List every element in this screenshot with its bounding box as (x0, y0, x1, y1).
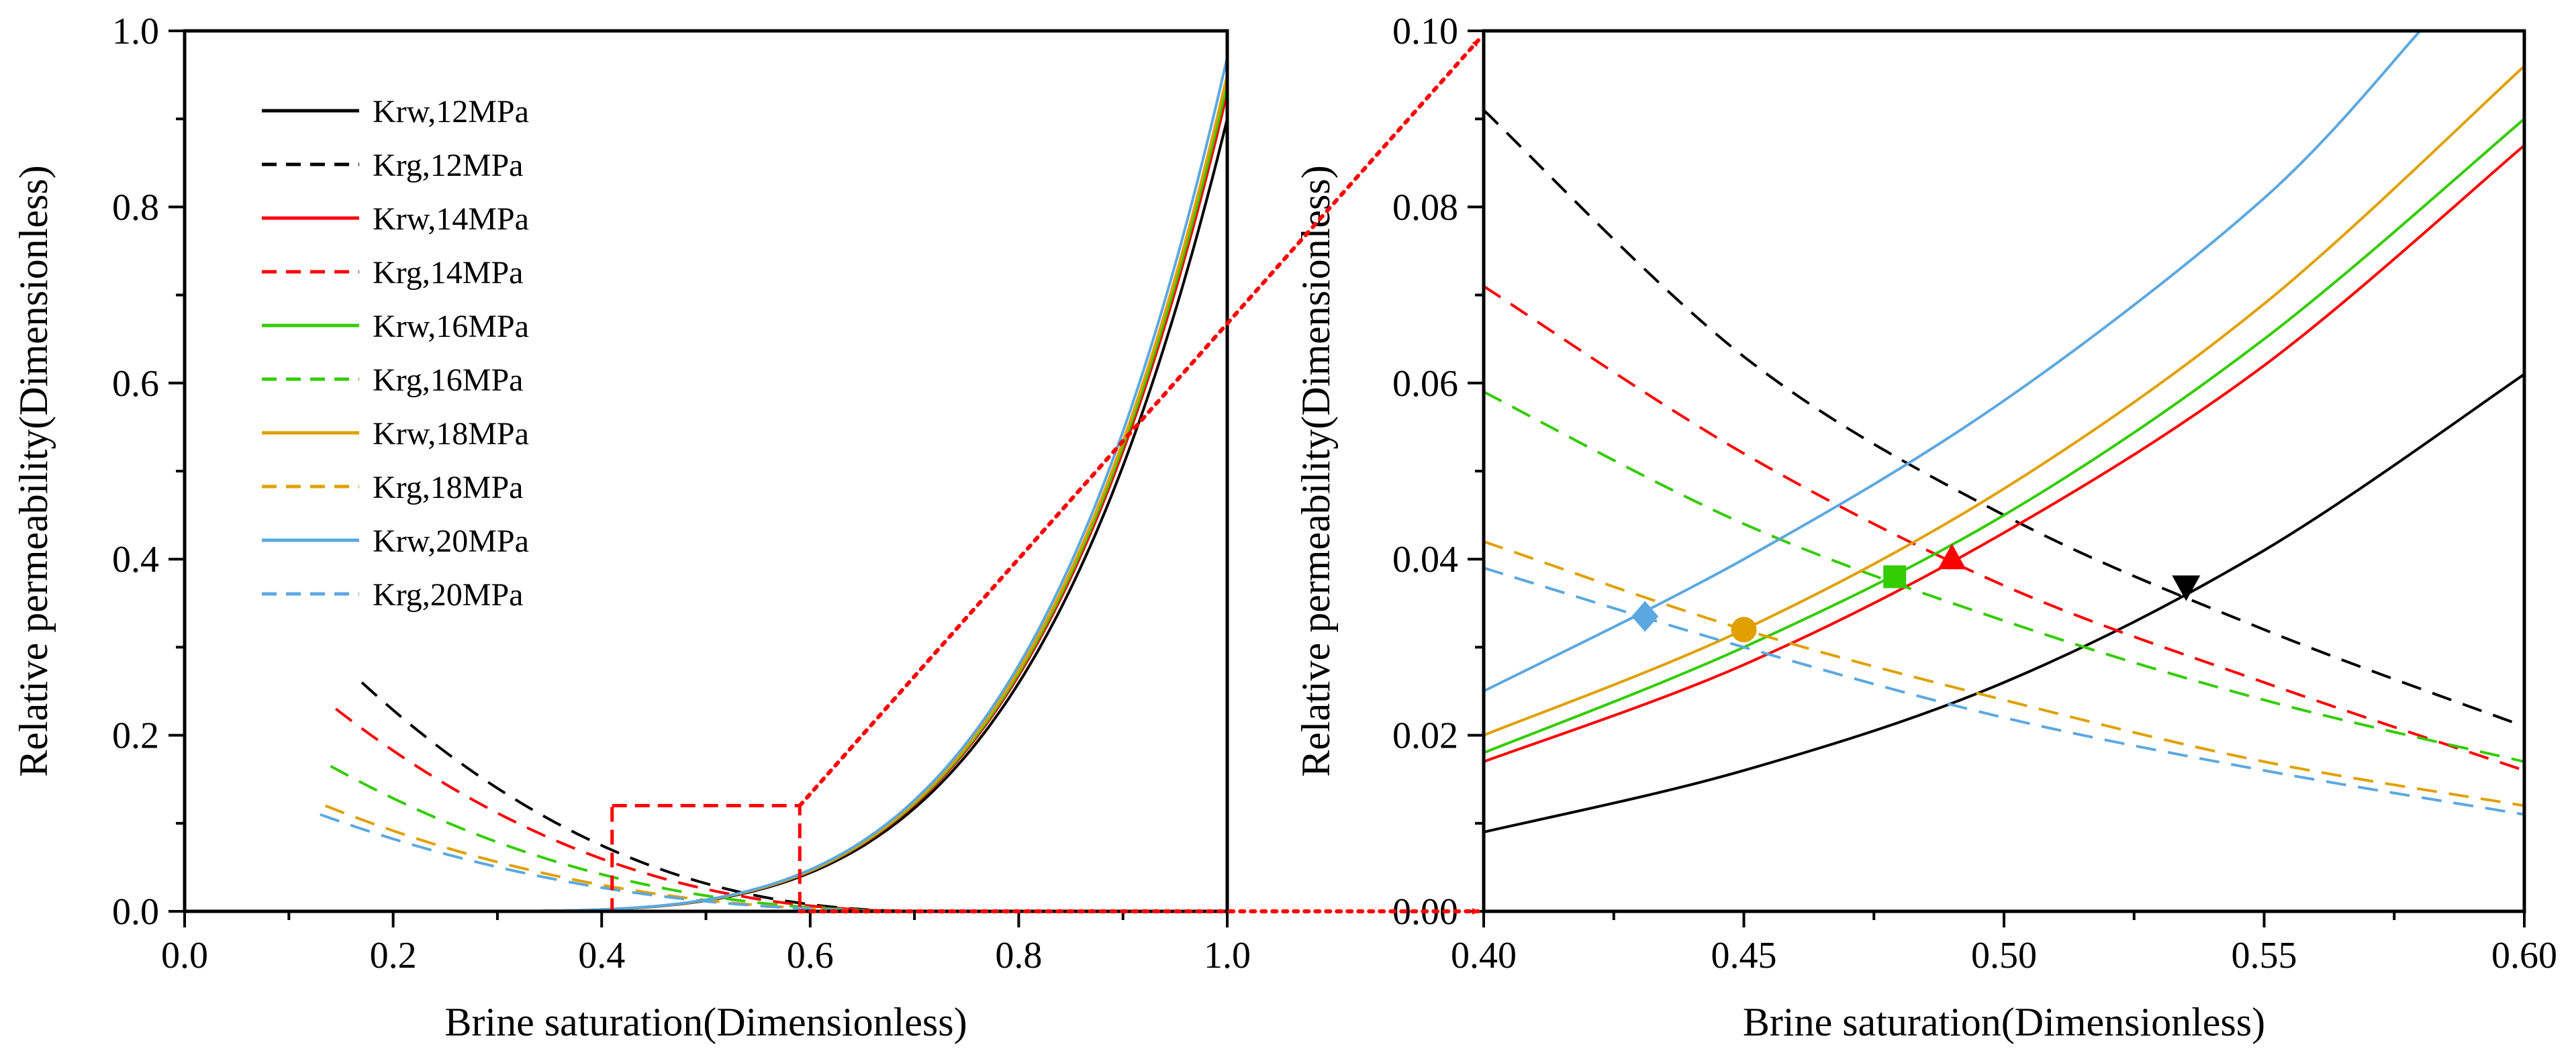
right-y-axis-label: Relative permeability(Dimensionless) (1294, 165, 1338, 776)
left-series-krw-14mpa (414, 92, 1229, 913)
legend-label: Krw,14MPa (373, 201, 529, 237)
right-series-krg-18mpa (1484, 540, 2524, 807)
left-y-tick-label: 0.4 (112, 539, 159, 580)
intersection-16MPa-marker (1883, 565, 1907, 589)
left-x-tick-label: 0.6 (787, 935, 834, 976)
right-series-group (1484, 31, 2524, 833)
left-y-tick-label: 0.2 (112, 715, 159, 757)
left-series-krg-14mpa (334, 707, 936, 913)
right-tick-group: 0.40 0.45 0.50 0.55 0.600.000.020.040.060.08… (1392, 11, 2557, 976)
legend-label: Krw,18MPa (373, 416, 529, 452)
legend: Krw,12MPa Krg,12MPa Krw,14MPa Krg,14MPa Krw,… (262, 94, 529, 613)
left-x-tick-label: 0.8 (995, 935, 1042, 976)
left-y-axis-label: Relative permeability(Dimensionless) (11, 165, 56, 776)
right-series-krw-18mpa (1484, 65, 2524, 737)
right-x-tick-label: 0.55 (2232, 935, 2297, 976)
left-series-krg-20mpa (320, 813, 936, 913)
right-series-krg-14mpa (1484, 285, 2524, 772)
legend-label: Krg,12MPa (373, 148, 523, 183)
intersection-14MPa-marker (1938, 544, 1966, 570)
legend-label: Krg,14MPa (373, 255, 523, 291)
legend-label: Krg,18MPa (373, 470, 523, 505)
left-x-tick-label: 1.0 (1204, 935, 1251, 976)
left-x-tick-label: 0.4 (578, 935, 625, 976)
right-series-krw-14mpa (1484, 144, 2524, 763)
right-y-tick-label: 0.04 (1392, 539, 1458, 580)
left-series-krg-12mpa (361, 681, 936, 913)
left-tick-group: 0.0 0.2 0.4 0.6 0.8 1.0 0.0 0.2 0.4 0.6 0.8 1.0 (112, 11, 1251, 976)
right-series-krg-12mpa (1484, 109, 2524, 728)
right-x-tick-label: 0.40 (1451, 935, 1517, 976)
left-chart-panel: 0.0 0.2 0.4 0.6 0.8 1.0 0.0 0.2 0.4 0.6 0.8 1.0 Krw… (11, 11, 1251, 1044)
right-chart-panel: 0.40 0.45 0.50 0.55 0.600.000.020.040.060.08… (1294, 11, 2557, 1044)
legend-label: Krw,16MPa (373, 309, 529, 344)
right-series-krw-20mpa (1484, 31, 2422, 693)
right-x-tick-label: 0.45 (1711, 935, 1777, 976)
zoom-connector-top (798, 38, 1480, 808)
right-x-axis-label: Brine saturation(Dimensionless) (1743, 1000, 2265, 1044)
left-series-krw-12mpa (414, 118, 1229, 913)
left-y-tick-label: 0.8 (112, 187, 159, 228)
left-x-axis-label: Brine saturation(Dimensionless) (444, 1000, 967, 1044)
intersection-20MPa-marker (1631, 601, 1659, 632)
legend-label: Krw,20MPa (373, 523, 529, 559)
right-series-krw-16mpa (1484, 117, 2524, 754)
right-y-tick-label: 0.08 (1392, 187, 1458, 228)
legend-label: Krg,20MPa (373, 577, 523, 613)
left-x-tick-label: 0.0 (161, 935, 208, 976)
right-x-tick-label: 0.50 (1971, 935, 2037, 976)
zoom-region-rectangle (610, 804, 802, 913)
right-x-tick-label: 0.60 (2491, 935, 2557, 976)
intersection-12MPa-marker (2172, 575, 2201, 601)
zoom-connector-group (798, 38, 1480, 915)
intersection-18MPa-marker (1731, 617, 1757, 643)
left-y-tick-label: 0.0 (112, 891, 159, 933)
right-y-tick-label: 0.10 (1392, 11, 1458, 52)
legend-label: Krw,12MPa (373, 94, 529, 130)
left-y-tick-label: 0.6 (112, 363, 159, 405)
left-x-tick-label: 0.2 (370, 935, 417, 976)
right-y-tick-label: 0.02 (1392, 715, 1458, 757)
right-y-tick-label: 0.06 (1392, 363, 1458, 405)
legend-label: Krg,16MPa (373, 362, 523, 398)
left-annotation-group (610, 804, 802, 913)
left-y-tick-label: 1.0 (112, 11, 159, 52)
right-marker-group (1631, 544, 2201, 643)
right-series-krw-12mpa (1484, 373, 2524, 833)
